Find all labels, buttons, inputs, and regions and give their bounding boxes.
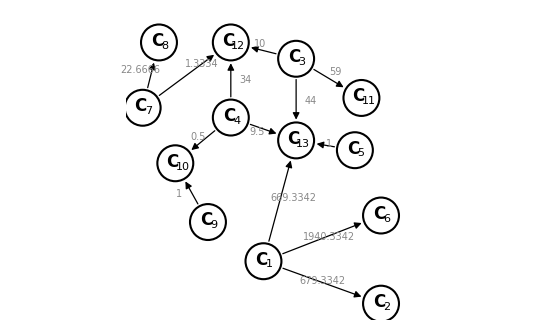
- Text: 22.6666: 22.6666: [120, 65, 160, 75]
- Text: C: C: [287, 130, 299, 148]
- Text: 1.3334: 1.3334: [185, 59, 218, 69]
- Text: 13: 13: [296, 139, 310, 149]
- Text: C: C: [200, 212, 212, 229]
- Circle shape: [125, 90, 160, 126]
- Text: 669.3342: 669.3342: [270, 193, 316, 203]
- Text: 2: 2: [383, 302, 390, 312]
- Circle shape: [363, 197, 399, 234]
- Text: C: C: [373, 293, 385, 311]
- Text: C: C: [166, 153, 179, 171]
- Text: 1: 1: [176, 189, 182, 199]
- Text: C: C: [151, 32, 163, 50]
- Circle shape: [363, 286, 399, 320]
- Text: 5: 5: [357, 148, 364, 158]
- Circle shape: [343, 80, 380, 116]
- Text: 6: 6: [383, 214, 390, 224]
- Text: 9: 9: [210, 220, 218, 230]
- Text: 59: 59: [329, 67, 341, 77]
- Text: 1940.3342: 1940.3342: [303, 232, 355, 242]
- Text: C: C: [288, 48, 300, 66]
- Text: C: C: [134, 97, 147, 115]
- Text: 3: 3: [299, 57, 306, 67]
- Text: 11: 11: [362, 96, 376, 106]
- Circle shape: [213, 100, 249, 135]
- Text: 10: 10: [176, 162, 190, 172]
- Circle shape: [337, 132, 373, 168]
- Text: 44: 44: [304, 96, 316, 106]
- Text: 7: 7: [145, 106, 152, 116]
- Text: 34: 34: [239, 75, 251, 85]
- Text: C: C: [255, 251, 268, 268]
- Text: C: C: [222, 32, 234, 50]
- Circle shape: [213, 25, 249, 60]
- Text: 8: 8: [161, 41, 168, 51]
- Circle shape: [246, 243, 281, 279]
- Text: 0.5: 0.5: [191, 132, 206, 142]
- Text: 10: 10: [254, 39, 266, 49]
- Circle shape: [157, 145, 193, 181]
- Circle shape: [278, 123, 314, 158]
- Text: C: C: [353, 87, 364, 105]
- Text: C: C: [373, 205, 385, 223]
- Text: 679.3342: 679.3342: [299, 276, 345, 286]
- Circle shape: [141, 25, 177, 60]
- Text: 4: 4: [233, 116, 240, 126]
- Circle shape: [278, 41, 314, 77]
- Text: C: C: [347, 140, 359, 157]
- Circle shape: [190, 204, 226, 240]
- Text: C: C: [222, 107, 235, 125]
- Text: 1: 1: [326, 139, 332, 149]
- Text: 1: 1: [266, 260, 273, 269]
- Text: 12: 12: [231, 41, 245, 51]
- Text: 9.5: 9.5: [249, 127, 265, 137]
